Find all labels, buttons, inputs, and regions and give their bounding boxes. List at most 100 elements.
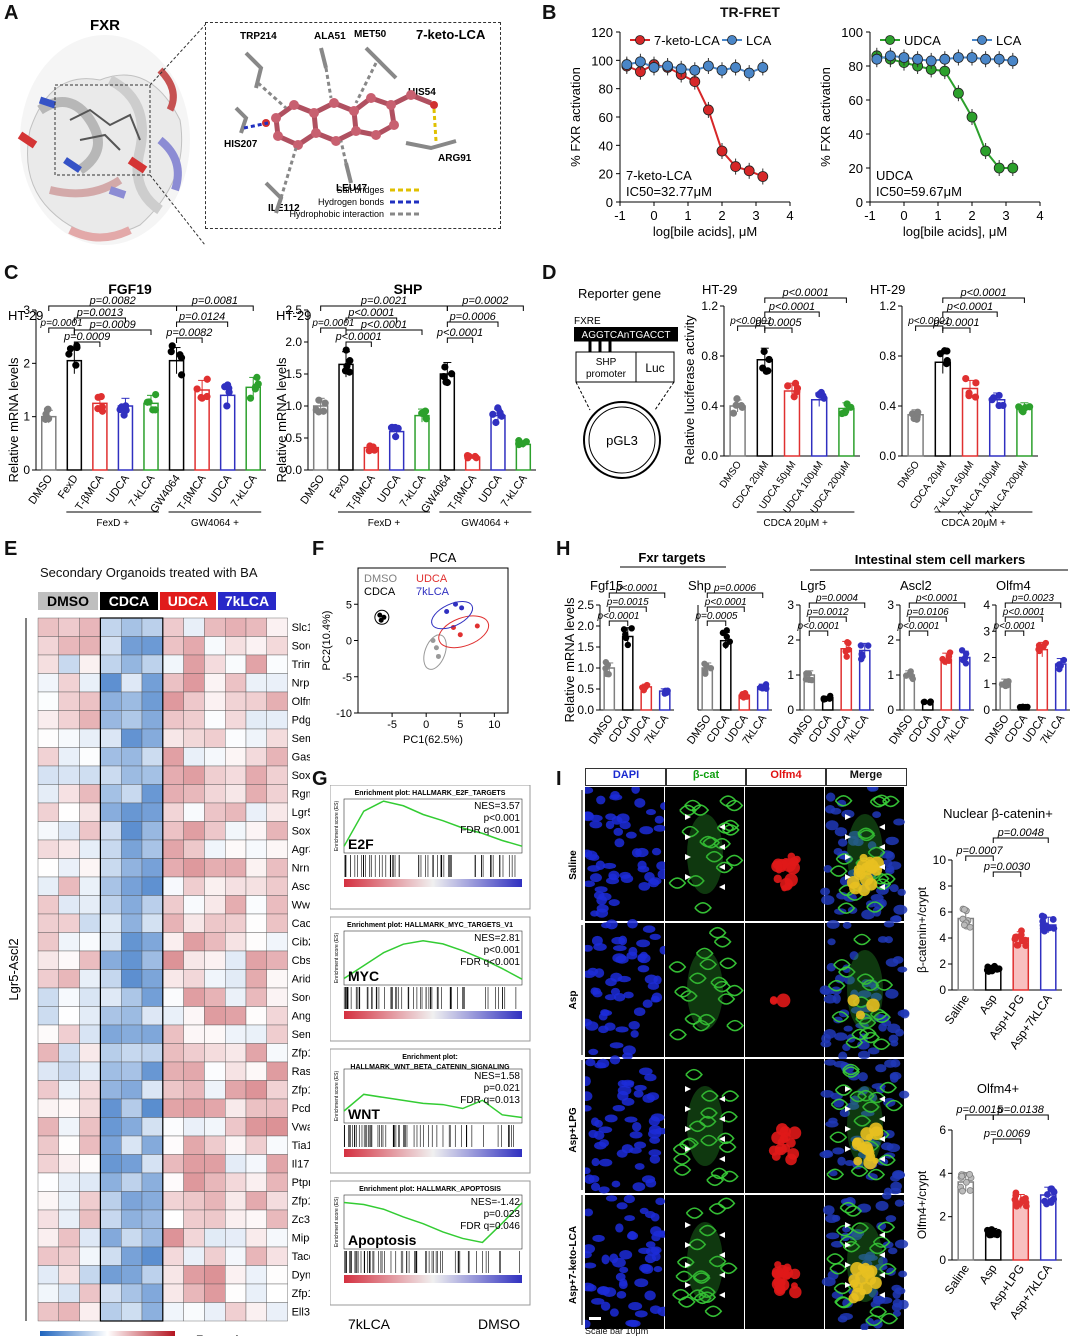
heatmap-cell — [100, 802, 122, 822]
gene-label: Dync2h1 — [292, 1270, 310, 1282]
data-point — [1012, 1192, 1020, 1199]
p-value: p=0.0002 — [461, 295, 508, 307]
heatmap-cell — [100, 1117, 122, 1137]
panel-letter-i: I — [556, 768, 562, 790]
heatmap-cell — [224, 858, 247, 878]
heatmap-cell — [162, 1098, 184, 1118]
ic50-value: IC50=32.77μM — [626, 184, 712, 199]
data-point — [966, 111, 978, 123]
p-value: p<0.0001 — [1002, 607, 1045, 618]
data-point — [663, 688, 670, 695]
significance-bracket — [176, 337, 203, 343]
heatmap-cell — [100, 765, 122, 785]
heatmap-cell — [100, 636, 122, 656]
data-point — [730, 62, 742, 73]
heatmap-cell — [58, 1302, 80, 1322]
heatmap-cell — [58, 617, 80, 637]
heatmap-cell — [37, 617, 59, 637]
heatmap-cell — [37, 969, 59, 989]
y-tick-label: 3 — [787, 598, 794, 612]
data-point — [193, 385, 201, 393]
data-point — [1026, 403, 1034, 411]
heatmap-cell — [141, 1191, 163, 1211]
data-point — [961, 906, 968, 913]
heatmap-cell — [183, 1172, 205, 1192]
cell-line-label: HT-29 — [8, 308, 43, 323]
gene-label: Slc12a2 — [292, 622, 310, 634]
residue-ile112: ILE112 — [268, 203, 300, 214]
heatmap-cell — [266, 1154, 288, 1174]
data-point — [1022, 942, 1030, 949]
p-value: p=0.0030 — [983, 861, 1031, 873]
heatmap-cell — [204, 617, 226, 637]
heatmap-cell — [141, 765, 163, 785]
heatmap-cell — [266, 691, 288, 711]
heatmap-cell — [100, 617, 122, 637]
heatmap-cell — [183, 1302, 205, 1322]
heatmap-cell — [79, 839, 101, 859]
gene-set-name: Apoptosis — [348, 1232, 417, 1248]
shp-title: SHP — [394, 281, 423, 297]
gsea-title-2: HALLMARK_WNT_BETA_CATENIN_SIGNALING — [350, 1064, 510, 1071]
cell-line-label: HT-29 — [870, 282, 905, 297]
gene-label: Gas6 — [292, 752, 310, 764]
heatmap-cell — [204, 1228, 226, 1248]
heatmap-cell — [245, 1135, 267, 1155]
heatmap-cell — [204, 1117, 226, 1137]
data-point — [815, 391, 823, 399]
panel-letter-e: E — [4, 538, 18, 560]
heatmap-cell — [120, 636, 143, 656]
heatmap-cell — [58, 876, 80, 896]
data-point — [391, 423, 399, 432]
heatmap-cell — [37, 784, 59, 804]
gene-label: Zfp12 — [292, 1085, 310, 1097]
y-tick-label: 0 — [939, 1253, 946, 1267]
heatmap-title: Secondary Organoids treated with BA — [40, 565, 258, 580]
cdca-ellipse — [374, 609, 390, 625]
y-tick-label: 1 — [787, 668, 794, 682]
gene-label: Cbs — [292, 955, 310, 967]
gene-label: Olfm4 — [292, 696, 310, 708]
heatmap-cell — [79, 673, 101, 693]
heatmap-cell — [266, 1117, 288, 1137]
heatmap-cell — [162, 1117, 184, 1137]
data-point — [1056, 665, 1063, 673]
data-point — [726, 638, 733, 645]
p-value: p<0.0001 — [768, 301, 815, 313]
gsea-frame — [330, 916, 531, 1042]
heatmap-cell — [224, 784, 247, 804]
group-label: UDCA — [168, 593, 208, 609]
category-label: 7-kLCA — [499, 472, 530, 509]
heatmap-cell — [162, 1191, 184, 1211]
p-value: p=0.0124 — [178, 311, 225, 323]
rank-bar — [344, 1149, 522, 1157]
data-point — [496, 409, 504, 417]
heatmap-cell — [204, 1191, 226, 1211]
heatmap-cell — [204, 691, 226, 711]
heatmap-cell — [162, 691, 184, 711]
heatmap-cell — [58, 802, 80, 822]
heatmap-cell — [37, 1246, 59, 1266]
data-point — [707, 664, 715, 672]
heatmap-cell — [224, 802, 247, 822]
data-point — [939, 655, 946, 663]
gene-label: Wwp1 — [292, 900, 310, 912]
p-value: p<0.0001 — [897, 621, 940, 632]
y-tick-label: 2 — [23, 356, 30, 370]
heatmap-cell — [120, 969, 143, 989]
heatmap-cell — [245, 617, 267, 637]
dmso-ellipse — [423, 634, 447, 670]
data-point — [321, 399, 329, 407]
significance-bracket — [992, 871, 1022, 877]
y-tick-label: 1 — [983, 677, 990, 691]
data-point — [44, 405, 52, 413]
data-point — [966, 52, 978, 63]
heatmap-cell — [162, 1061, 184, 1081]
heatmap-cell — [266, 1135, 288, 1155]
data-point — [733, 395, 741, 403]
heatmap-cell — [183, 1209, 205, 1229]
heatmap-cell — [100, 821, 122, 841]
significance-bracket — [176, 305, 254, 311]
